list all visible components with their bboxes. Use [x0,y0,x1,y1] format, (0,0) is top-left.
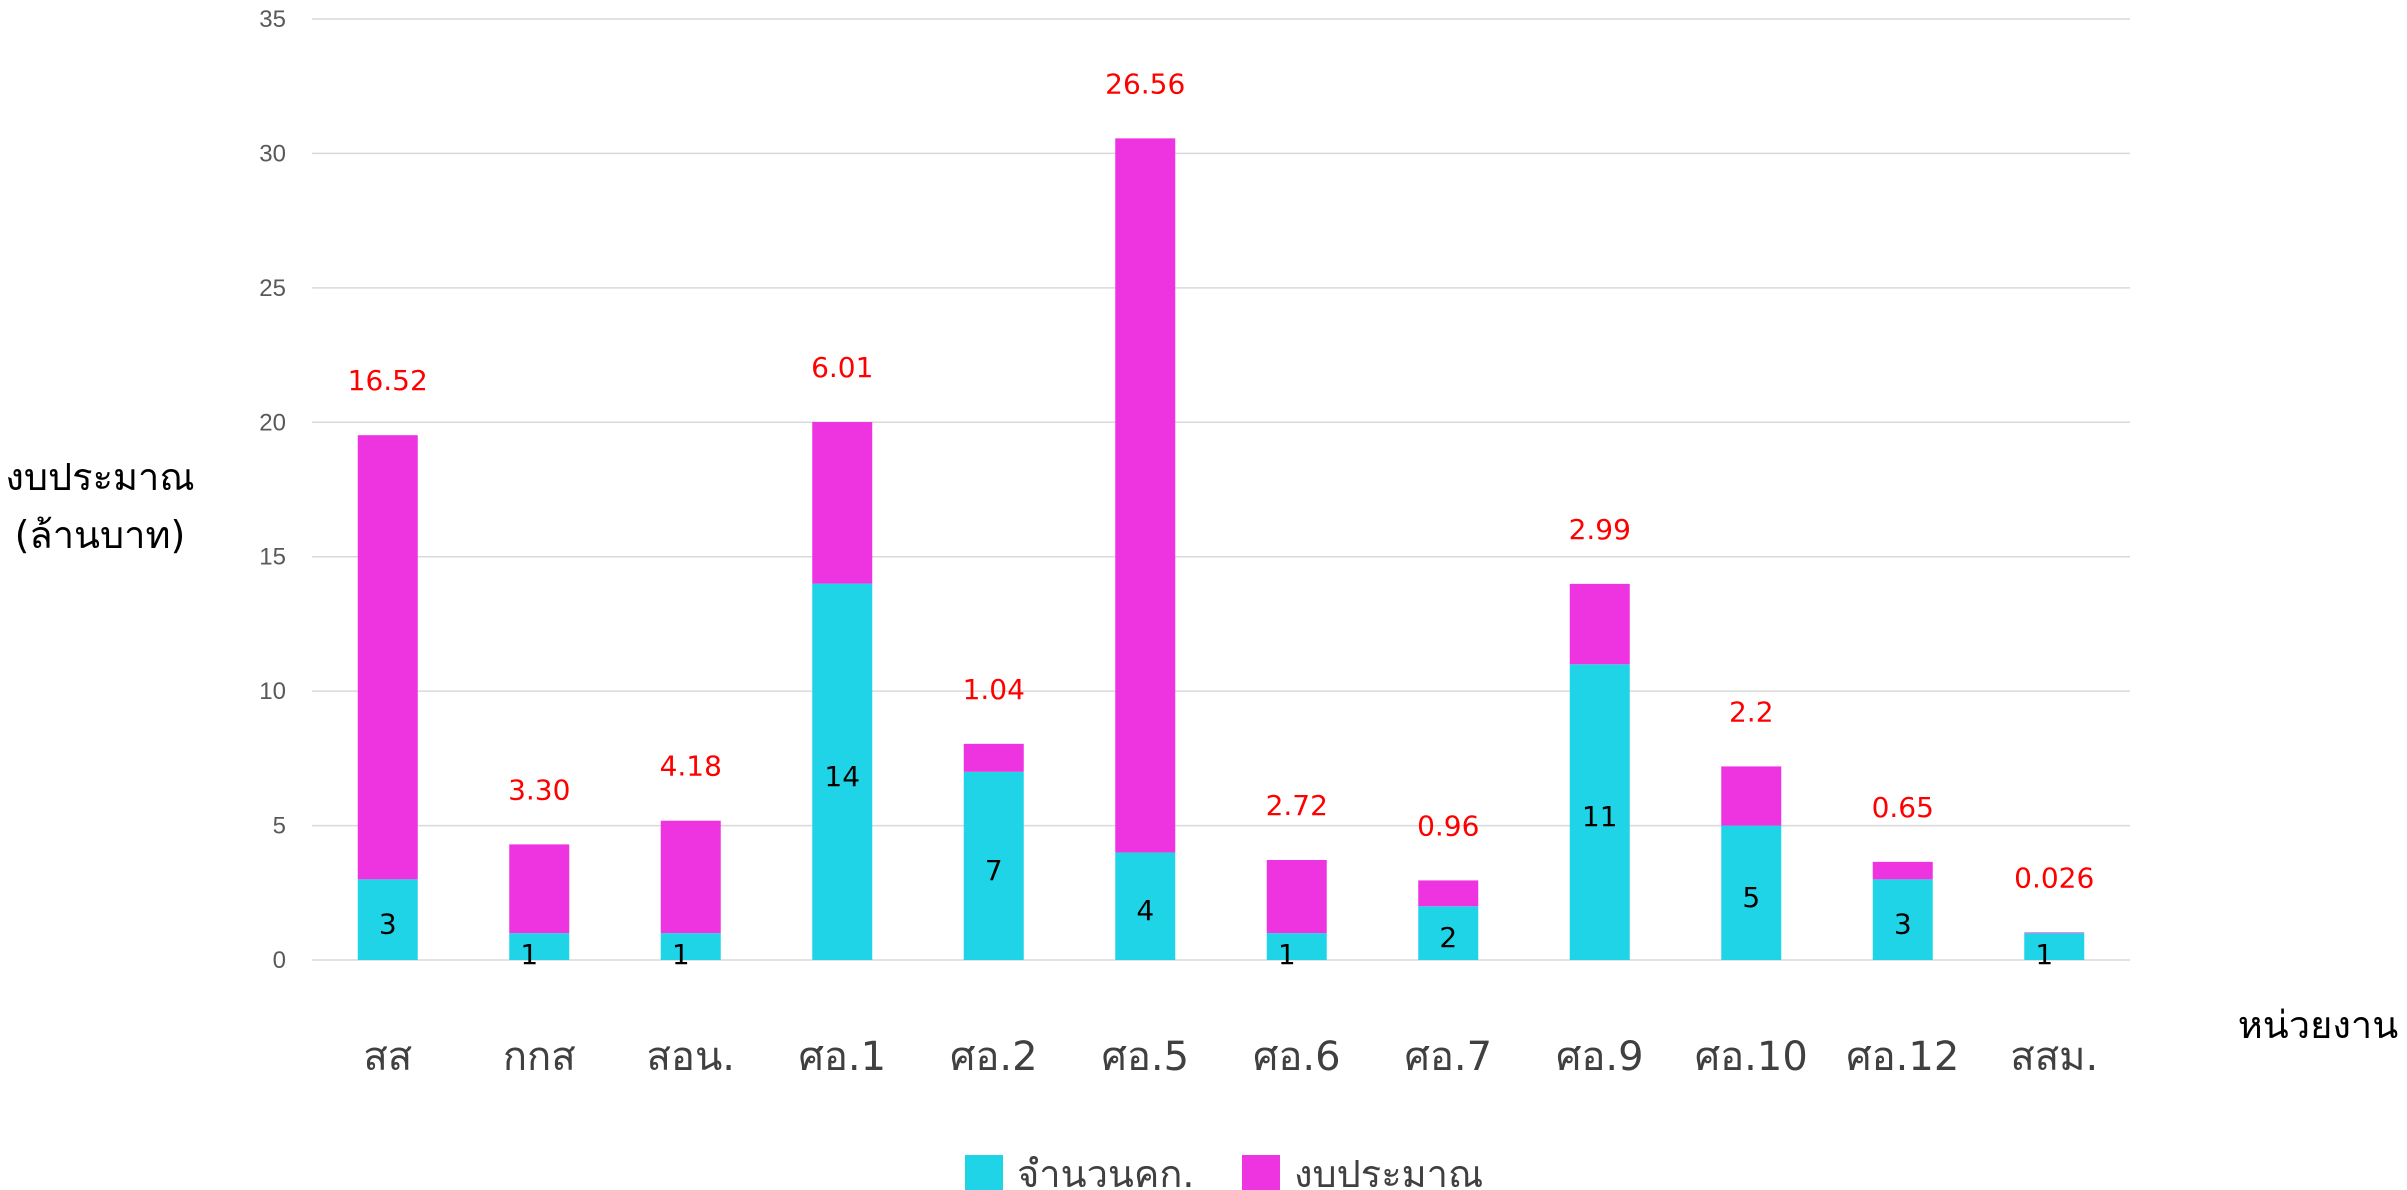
x-axis-categories: สส กกส สอน. ศอ.1 ศอ.2 ศอ.5 ศอ.6 ศอ.7 ศอ.9 ศอ.10 ศอ… [363,1034,2098,1080]
data-label-count: 11 [1582,800,1618,833]
bar-budget [509,844,569,933]
data-label-count: 5 [1742,881,1760,914]
data-label-budget: 0.65 [1872,791,1934,824]
data-label-budget: 26.56 [1105,67,1185,100]
x-category-label: สอน. [647,1034,736,1080]
bar-budget [1267,860,1327,933]
bar-budget [1570,584,1630,664]
legend-label-budget: งบประมาณ [1294,1152,1483,1190]
bar-budget [1873,862,1933,879]
y-axis-title-line-2: (ล้านบาท) [15,513,186,557]
data-label-budget: 2.2 [1729,695,1774,728]
data-label-budget: 2.72 [1266,789,1328,822]
x-category-label: ศอ.2 [950,1034,1038,1080]
data-label-budget: 0.026 [2014,861,2094,894]
data-label-count: 4 [1136,894,1154,927]
data-label-count: 1 [2035,938,2053,971]
data-label-count: 3 [1894,908,1912,941]
y-tick-label: 15 [259,544,286,571]
x-category-label: ศอ.6 [1253,1034,1341,1080]
y-tick-label: 0 [273,947,286,974]
data-label-budget: 6.01 [811,351,873,384]
x-category-label: ศอ.12 [1846,1034,1959,1080]
y-tick-label: 30 [259,140,286,167]
y-tick-label: 10 [259,678,286,705]
bar-count [509,933,569,960]
data-label-count: 2 [1439,921,1457,954]
bars: 3 16.52 1 3.30 1 4.18 14 6.01 7 1.04 4 26.56 1 2.72 2 0… [348,67,2095,971]
y-tick-label: 25 [259,275,286,302]
bar-budget [2024,932,2084,933]
data-label-count: 1 [1278,938,1296,971]
bar-count [2024,933,2084,960]
data-label-budget: 1.04 [963,673,1025,706]
bar-count [1267,933,1327,960]
x-category-label: ศอ.1 [798,1034,886,1080]
data-label-budget: 16.52 [348,364,428,397]
data-label-budget: 4.18 [660,750,722,783]
data-label-budget: 3.30 [508,773,570,806]
data-label-count: 7 [985,854,1003,887]
x-category-label: สส [363,1034,412,1080]
y-axis-ticks: 0 5 10 15 20 25 30 35 [259,6,286,974]
bar-budget [812,422,872,584]
data-label-budget: 0.96 [1417,809,1479,842]
bar-budget [358,435,418,879]
legend-swatch-budget [1242,1155,1280,1190]
x-category-label: ศอ.10 [1695,1034,1808,1080]
x-category-label: ศอ.7 [1404,1034,1492,1080]
y-tick-label: 20 [259,409,286,436]
y-axis-title-line-1: งบประมาณ [5,455,194,499]
data-label-count: 1 [672,938,690,971]
gridlines [312,19,2130,960]
x-category-label: ศอ.9 [1556,1034,1644,1080]
bar-count [661,933,721,960]
bar-budget [964,744,1024,772]
bar-budget [1418,880,1478,906]
data-label-count: 3 [379,908,397,941]
x-axis-title: หน่วยงาน [2238,1003,2399,1047]
legend-swatch-count [965,1155,1003,1190]
data-label-count: 1 [520,938,538,971]
data-label-count: 14 [824,760,860,793]
x-category-label: กกส [503,1034,576,1080]
y-tick-label: 35 [259,6,286,33]
legend-label-count: จำนวนคก. [1017,1152,1194,1190]
legend: จำนวนคก. งบประมาณ [965,1152,1483,1190]
bar-budget [1115,138,1175,852]
data-label-budget: 2.99 [1569,513,1631,546]
bar-budget [1721,766,1781,825]
x-category-label: สสม. [2010,1034,2098,1080]
bar-budget [661,821,721,933]
y-tick-label: 5 [273,813,286,840]
x-category-label: ศอ.5 [1101,1034,1189,1080]
